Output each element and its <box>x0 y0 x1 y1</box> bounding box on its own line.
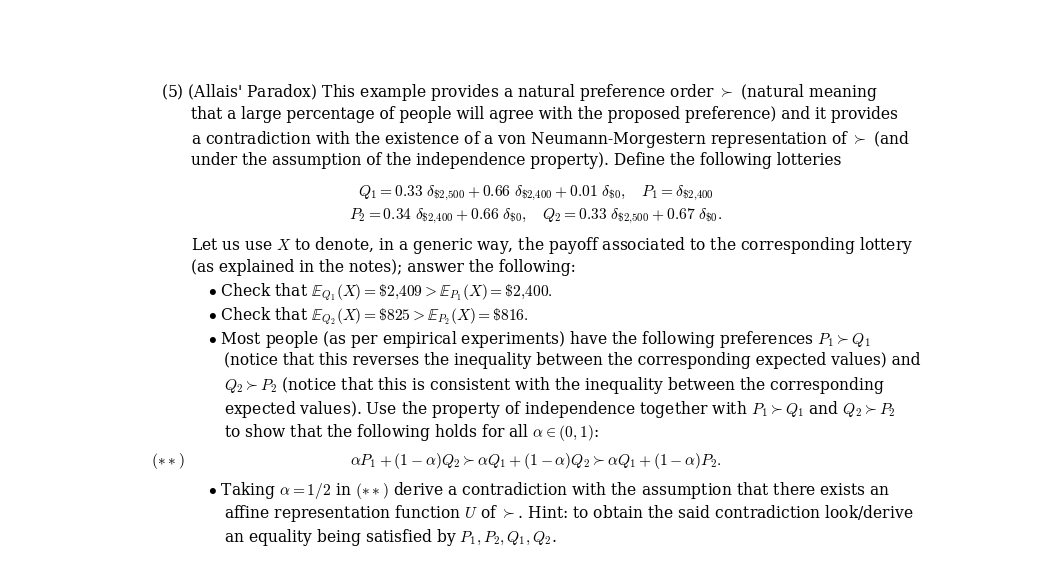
Text: (as explained in the notes); answer the following:: (as explained in the notes); answer the … <box>191 259 576 275</box>
Text: (5) (Allais' Paradox) This example provides a natural preference order $\succ$ (: (5) (Allais' Paradox) This example provi… <box>161 82 879 103</box>
Text: that a large percentage of people will agree with the proposed preference) and i: that a large percentage of people will a… <box>191 106 899 123</box>
Text: $\bullet$ Check that $\mathbb{E}_{Q_2}(X) = \$825 > \mathbb{E}_{P_2}(X) = \$816.: $\bullet$ Check that $\mathbb{E}_{Q_2}(X… <box>208 305 529 327</box>
Text: expected values). Use the property of independence together with $P_1 \succ Q_1$: expected values). Use the property of in… <box>224 398 896 420</box>
Text: $\bullet$ Taking $\alpha = 1/2$ in $(**)$ derive a contradiction with the assump: $\bullet$ Taking $\alpha = 1/2$ in $(**)… <box>208 480 890 501</box>
Text: $P_2 = 0.34\ \delta_{\$2{,}400} + 0.66\ \delta_{\$0},\quad Q_2 = 0.33\ \delta_{\: $P_2 = 0.34\ \delta_{\$2{,}400} + 0.66\ … <box>349 207 722 227</box>
Text: affine representation function $U$ of $\succ$. Hint: to obtain the said contradi: affine representation function $U$ of $\… <box>224 503 913 525</box>
Text: $Q_1 = 0.33\ \delta_{\$2{,}500} + 0.66\ \delta_{\$2{,}400} + 0.01\ \delta_{\$0},: $Q_1 = 0.33\ \delta_{\$2{,}500} + 0.66\ … <box>357 184 714 203</box>
Text: (notice that this reverses the inequality between the corresponding expected val: (notice that this reverses the inequalit… <box>224 352 921 369</box>
Text: $\alpha P_1 + (1-\alpha)Q_2 \succ \alpha Q_1 + (1-\alpha)Q_2 \succ \alpha Q_1 + : $\alpha P_1 + (1-\alpha)Q_2 \succ \alpha… <box>350 451 721 471</box>
Text: a contradiction with the existence of a von Neumann-Morgestern representation of: a contradiction with the existence of a … <box>191 129 911 150</box>
Text: an equality being satisfied by $P_1, P_2, Q_1, Q_2$.: an equality being satisfied by $P_1, P_2… <box>224 527 556 548</box>
Text: $Q_2 \succ P_2$ (notice that this is consistent with the inequality between the : $Q_2 \succ P_2$ (notice that this is con… <box>224 375 885 396</box>
Text: under the assumption of the independence property). Define the following lotteri: under the assumption of the independence… <box>191 153 841 169</box>
Text: Let us use $X$ to denote, in a generic way, the payoff associated to the corresp: Let us use $X$ to denote, in a generic w… <box>191 235 913 256</box>
Text: $\bullet$ Check that $\mathbb{E}_{Q_1}(X) = \$2{,}409 > \mathbb{E}_{P_1}(X) = \$: $\bullet$ Check that $\mathbb{E}_{Q_1}(X… <box>208 282 553 304</box>
Text: $(**)$: $(**)$ <box>150 451 184 471</box>
Text: $\bullet$ Most people (as per empirical experiments) have the following preferen: $\bullet$ Most people (as per empirical … <box>208 329 870 350</box>
Text: to show that the following holds for all $\alpha \in (0,1)$:: to show that the following holds for all… <box>224 422 599 443</box>
